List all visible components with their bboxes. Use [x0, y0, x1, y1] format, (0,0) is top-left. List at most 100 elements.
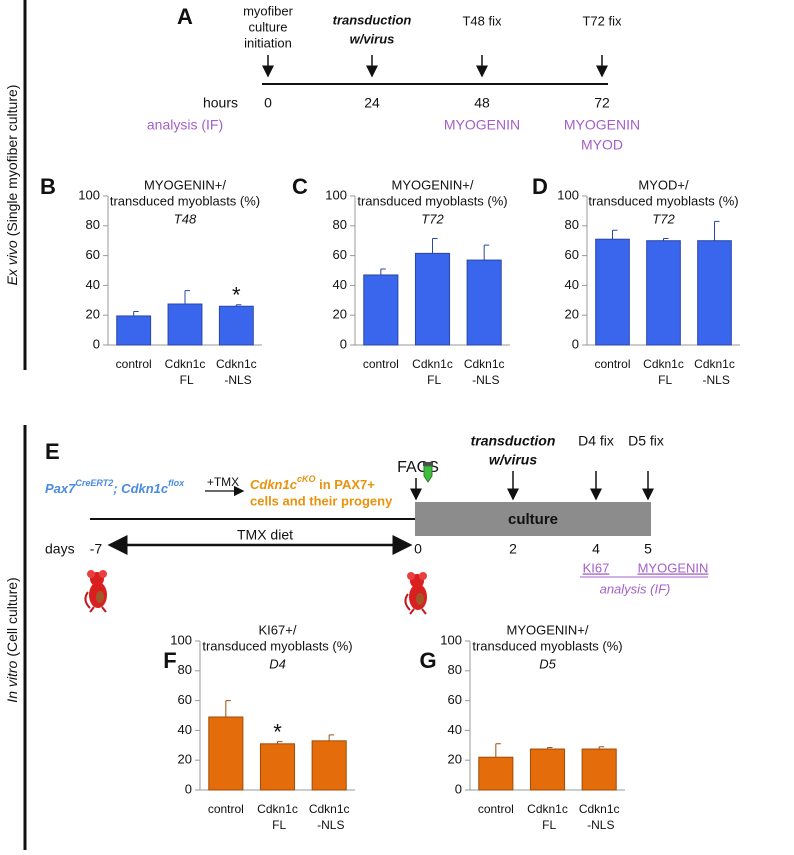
x-tick-line: FL	[176, 373, 194, 387]
error-bar	[225, 700, 231, 717]
event-label: transduction	[471, 433, 556, 449]
error-bar	[612, 229, 618, 240]
panel-letter: A	[177, 4, 193, 29]
bar	[208, 716, 244, 791]
culture-bar	[415, 502, 651, 536]
time-label: 24	[364, 95, 380, 111]
bar	[529, 748, 566, 791]
y-tick-label: 60	[448, 692, 462, 707]
error-bar	[235, 304, 242, 307]
genotype: Pax7CreERT2; Cdkn1cflox	[45, 478, 185, 496]
gene: Pax7	[45, 481, 76, 496]
side-label-italic: Ex vivo	[4, 240, 20, 285]
bar	[466, 259, 502, 346]
y-tick-label: 0	[340, 336, 347, 351]
y-tick-label: 100	[78, 187, 100, 202]
bar	[595, 238, 630, 346]
bar	[646, 240, 681, 346]
y-tick-label: 40	[333, 277, 347, 292]
y-tick-label: 0	[185, 781, 192, 796]
bar	[581, 748, 617, 791]
x-tick-line: Cdkn1c	[643, 357, 684, 371]
side-label-rest: (Single myofiber culture)	[4, 85, 20, 237]
result: cells and their progeny	[250, 493, 393, 508]
chart-title: MYOD+/	[638, 177, 689, 192]
error-bar	[277, 741, 283, 744]
event-label: culture	[248, 19, 287, 34]
sort-label: FACS	[397, 459, 439, 476]
chart-title: KI67+/	[259, 622, 297, 637]
chart-subtitle: T48	[174, 211, 197, 226]
result: Cdkn1ccKO in PAX7+	[250, 474, 375, 492]
bar	[697, 240, 732, 346]
bar	[218, 305, 254, 346]
x-tick-line: Cdkn1c	[165, 357, 206, 371]
x-tick-line: -NLS	[221, 373, 252, 387]
panel-letter: B	[40, 174, 56, 199]
treatment: +TMX	[207, 475, 239, 489]
mouse-icon	[84, 570, 107, 613]
analysis-label: analysis (IF)	[147, 117, 223, 133]
x-tick-line: Cdkn1c	[579, 802, 620, 816]
panel-letter: F	[163, 648, 176, 673]
diet-label: TMX diet	[237, 527, 293, 543]
time-label: 0	[414, 541, 422, 557]
analysis-marker: KI67	[583, 560, 610, 575]
x-tick-label: Cdkn1c FL	[257, 802, 298, 832]
bar	[167, 303, 203, 346]
x-tick-label: Cdkn1c FL	[643, 357, 684, 387]
chart-title: MYOGENIN+/	[392, 177, 474, 192]
error-bar	[328, 734, 335, 741]
error-bar	[483, 244, 490, 261]
y-tick-label: 80	[448, 662, 462, 677]
x-tick-label: Cdkn1c -NLS	[694, 357, 735, 387]
time-label: 4	[592, 541, 600, 557]
x-tick-line: -NLS	[314, 818, 345, 832]
x-tick-line: Cdkn1c	[309, 802, 350, 816]
x-tick-label: control	[208, 802, 244, 816]
time-label: -7	[90, 541, 103, 557]
x-tick-line: Cdkn1c	[412, 357, 453, 371]
panel-letter: D	[532, 174, 548, 199]
y-tick-label: 0	[455, 781, 462, 796]
y-tick-label: 40	[448, 722, 462, 737]
y-tick-label: 100	[440, 632, 462, 647]
result-rest: in PAX7+	[315, 477, 375, 492]
chart-title: transduced myoblasts (%)	[357, 193, 507, 208]
event-arrows	[262, 55, 608, 85]
x-tick-line: Cdkn1c	[216, 357, 257, 371]
allele: cKO	[297, 474, 316, 484]
y-tick-label: 80	[86, 217, 100, 232]
x-tick-line: FL	[269, 818, 287, 832]
time-label: 72	[594, 95, 610, 111]
y-tick-label: 60	[86, 247, 100, 262]
side-label: Ex vivo (Single myofiber culture)	[4, 85, 20, 286]
y-tick-label: 40	[178, 722, 192, 737]
x-tick-label: control	[363, 357, 399, 371]
y-tick-label: 20	[86, 307, 100, 322]
side-label-rest: (Cell culture)	[4, 577, 20, 656]
analysis-marker: MYOD	[581, 137, 623, 153]
x-tick-label: control	[478, 802, 514, 816]
x-tick-label: Cdkn1c -NLS	[309, 802, 350, 832]
x-tick-label: Cdkn1c -NLS	[579, 802, 620, 832]
panel-letter: G	[419, 648, 436, 673]
bar	[311, 740, 347, 791]
y-tick-label: 20	[333, 307, 347, 322]
y-tick-label: 0	[93, 336, 100, 351]
event-label: myofiber	[243, 3, 294, 18]
x-tick-label: Cdkn1c -NLS	[216, 357, 257, 387]
error-bar	[598, 746, 605, 750]
panel-letter: C	[292, 174, 308, 199]
y-tick-label: 100	[325, 187, 347, 202]
bar	[478, 756, 514, 791]
event-label: D5 fix	[628, 433, 664, 449]
y-tick-label: 40	[86, 277, 100, 292]
chart-subtitle: T72	[652, 211, 675, 226]
y-tick-label: 60	[333, 247, 347, 262]
allele: flox	[168, 478, 185, 488]
tube-icon	[423, 462, 433, 483]
chart-title: transduced myoblasts (%)	[472, 638, 622, 653]
error-bar	[432, 237, 438, 254]
